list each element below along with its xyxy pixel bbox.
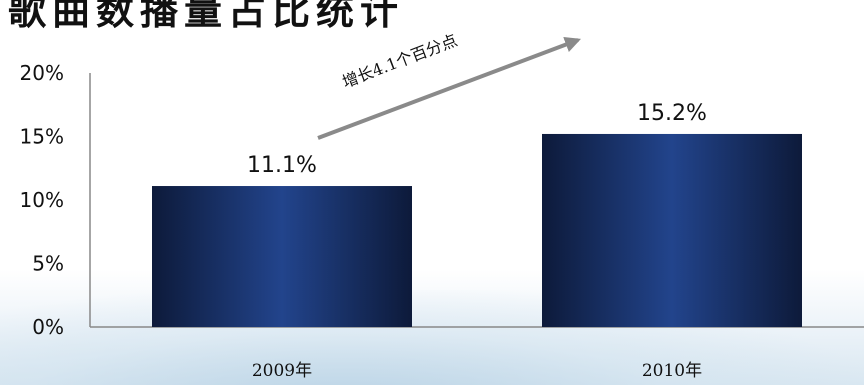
- data-label: 15.2%: [637, 101, 707, 126]
- growth-annotation: 增长4.1个百分点: [340, 30, 460, 91]
- data-label: 11.1%: [247, 153, 317, 178]
- y-tick-label: 10%: [20, 188, 64, 212]
- y-tick-label: 20%: [20, 61, 64, 85]
- x-tick-label: 2009年: [252, 361, 312, 381]
- y-tick-label: 0%: [32, 315, 64, 339]
- growth-arrow: [317, 37, 581, 140]
- page-title: 歌曲数播量占比统计: [8, 0, 405, 33]
- bar: [542, 133, 802, 327]
- y-tick-label: 15%: [20, 125, 64, 149]
- bar: [152, 186, 412, 327]
- y-tick-label: 5%: [32, 252, 64, 276]
- x-tick-label: 2010年: [642, 361, 702, 381]
